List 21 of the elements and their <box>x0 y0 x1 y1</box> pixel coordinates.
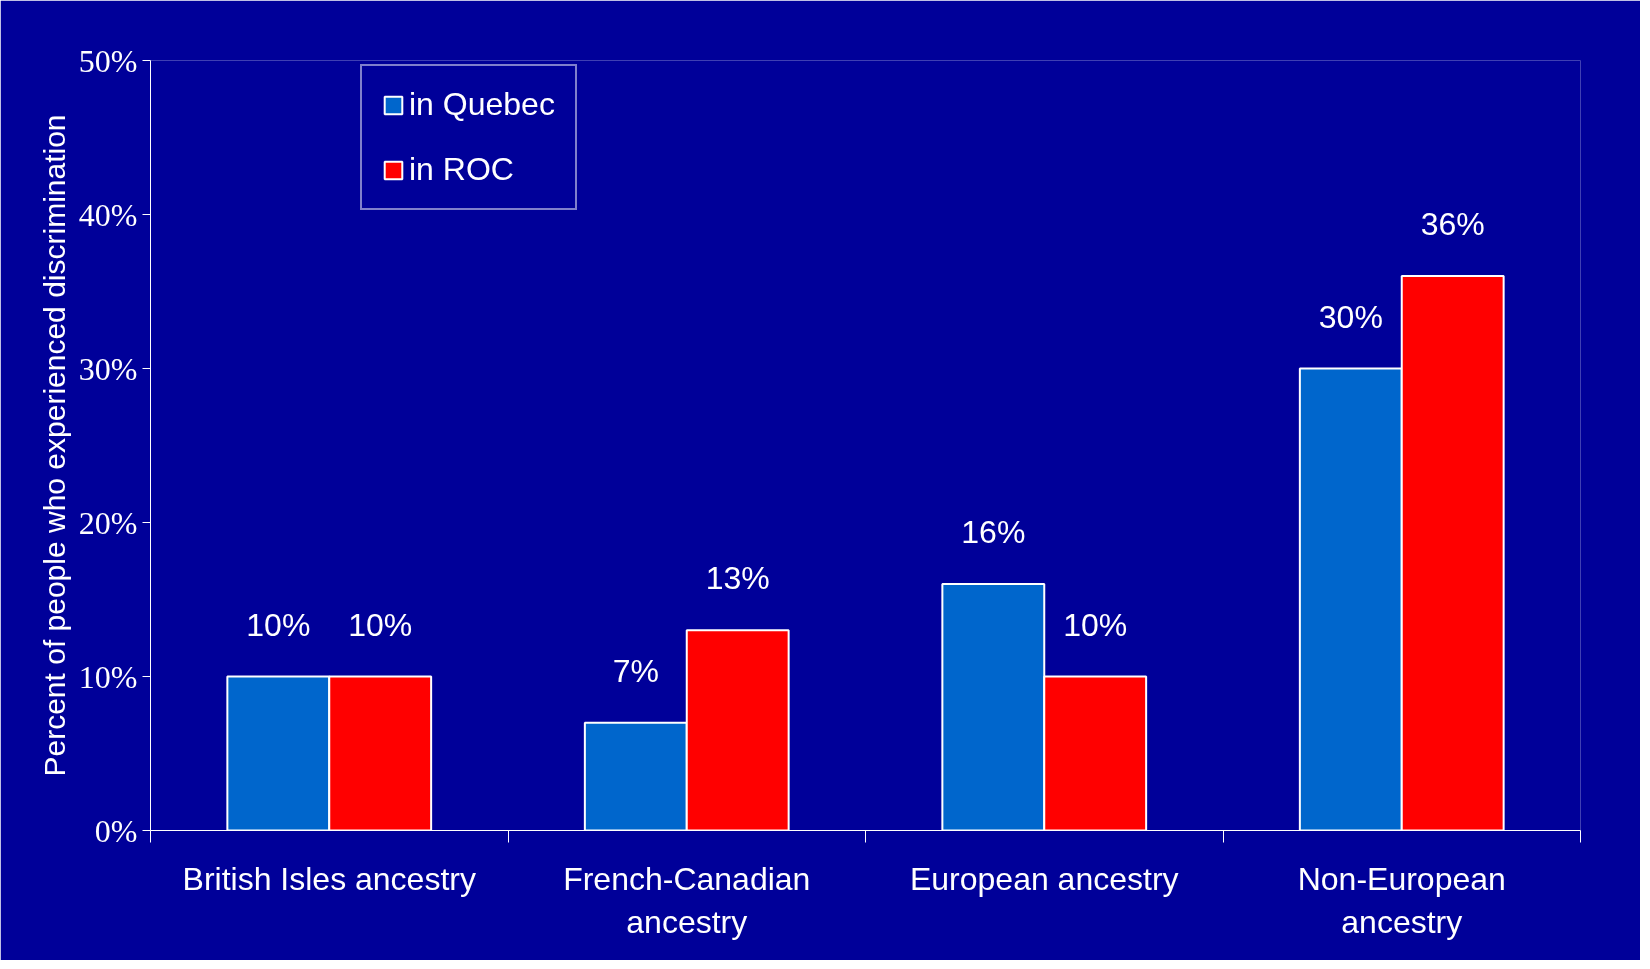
y-tick-label: 50% <box>78 42 138 79</box>
x-tick-label: Non-European ancestry <box>1297 860 1506 940</box>
data-label: 36% <box>1420 206 1485 243</box>
y-axis-title: Percent of people who experienced discrimination <box>37 114 71 777</box>
data-label: 10% <box>1063 606 1128 643</box>
y-tick-label: 10% <box>78 658 138 695</box>
y-tick-label: 20% <box>78 504 138 541</box>
data-label: 10% <box>348 606 413 643</box>
x-tick-label: French-Canadian ancestry <box>563 860 811 940</box>
data-label: 7% <box>612 652 659 689</box>
y-tick-label: 0% <box>94 812 138 849</box>
y-tick-label: 30% <box>78 350 138 387</box>
x-tick-label: British Isles ancestry <box>182 860 476 897</box>
x-tick-label: European ancestry <box>909 860 1179 897</box>
data-label: 10% <box>246 606 311 643</box>
data-label: 30% <box>1318 298 1383 335</box>
y-tick-label: 40% <box>78 196 138 233</box>
legend-label: in Quebec <box>409 86 555 123</box>
data-label: 13% <box>705 560 770 597</box>
data-label: 16% <box>961 514 1026 551</box>
legend-label: in ROC <box>409 151 514 188</box>
